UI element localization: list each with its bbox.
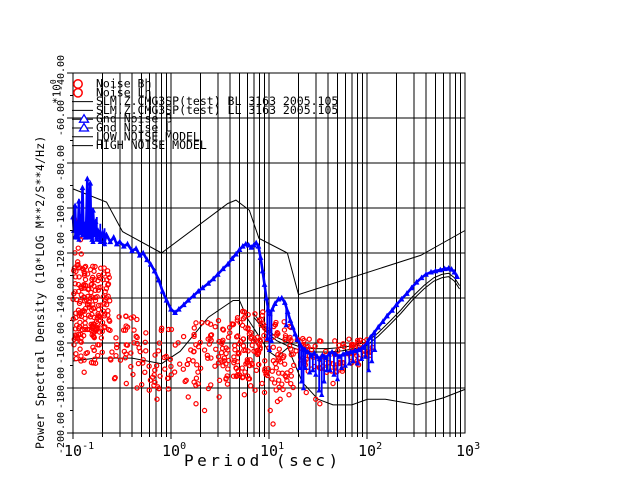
legend-label: Gnd Noise L: [96, 121, 172, 135]
series-gnd-noise-b: [70, 175, 460, 362]
y-tick-label: -120.00: [56, 232, 67, 274]
y-tick-label: -80.00: [56, 145, 67, 181]
y-tick-label: -40.00: [56, 55, 67, 91]
y-axis-label: Power Spectral Density (10*LOG M**2/S**4…: [33, 135, 47, 449]
x-axis-label: Period (sec): [184, 451, 342, 470]
legend-entry: Gnd Noise L: [72, 121, 172, 135]
legend-label: LOW NOISE MODEL: [96, 129, 200, 143]
x-tick-label: 100: [162, 441, 186, 460]
legend-label: Gnd Noise B: [96, 112, 172, 126]
plot-frame: [72, 72, 466, 434]
series-high-noise-model: [72, 188, 466, 296]
legend-label: Noise Bh: [96, 77, 151, 91]
x-tick-labels: 10-1 100 101 102 103: [64, 441, 480, 460]
legend-entry: LOW NOISE MODEL: [72, 129, 200, 143]
y-tick-label: -160.00: [56, 322, 67, 364]
legend-label: SLM.Z.CMG3SP(test) BL 3163 2005.105: [96, 94, 338, 108]
legend-label: Noise Lh: [96, 85, 151, 99]
legend-entry: SLM.Z.CMG3SP(test) BL 3163 2005.105: [72, 94, 338, 108]
x-tick-label: 10-1: [64, 441, 94, 460]
y-tick-labels: -200.00 -180.00 -160.00 -140.00 -120.00 -100.…: [56, 55, 67, 454]
legend-entry: SLM.Z.CMG3SP(test) LL 3163 2005.105: [72, 103, 338, 117]
y-axis-scale-multiplier: *100: [49, 79, 64, 104]
y-tick-label: -140.00: [56, 277, 67, 319]
y-tick-label: -60.00: [56, 100, 67, 136]
legend-label: SLM.Z.CMG3SP(test) LL 3163 2005.105: [96, 103, 338, 117]
y-tick-label: -100.00: [56, 187, 67, 229]
legend-entry: HIGH NOISE MODEL: [72, 138, 207, 152]
legend-label: HIGH NOISE MODEL: [96, 138, 207, 152]
x-tick-label: 102: [358, 441, 382, 460]
y-tick-label: -200.00: [56, 412, 67, 454]
x-tick-label: 103: [456, 441, 480, 460]
x-tick-label: 101: [260, 441, 284, 460]
y-tick-label: -180.00: [56, 367, 67, 409]
series-noise-bh: [70, 216, 297, 393]
legend-entry: Noise Lh: [73, 85, 151, 99]
legend-entry: Gnd Noise B: [72, 112, 172, 126]
